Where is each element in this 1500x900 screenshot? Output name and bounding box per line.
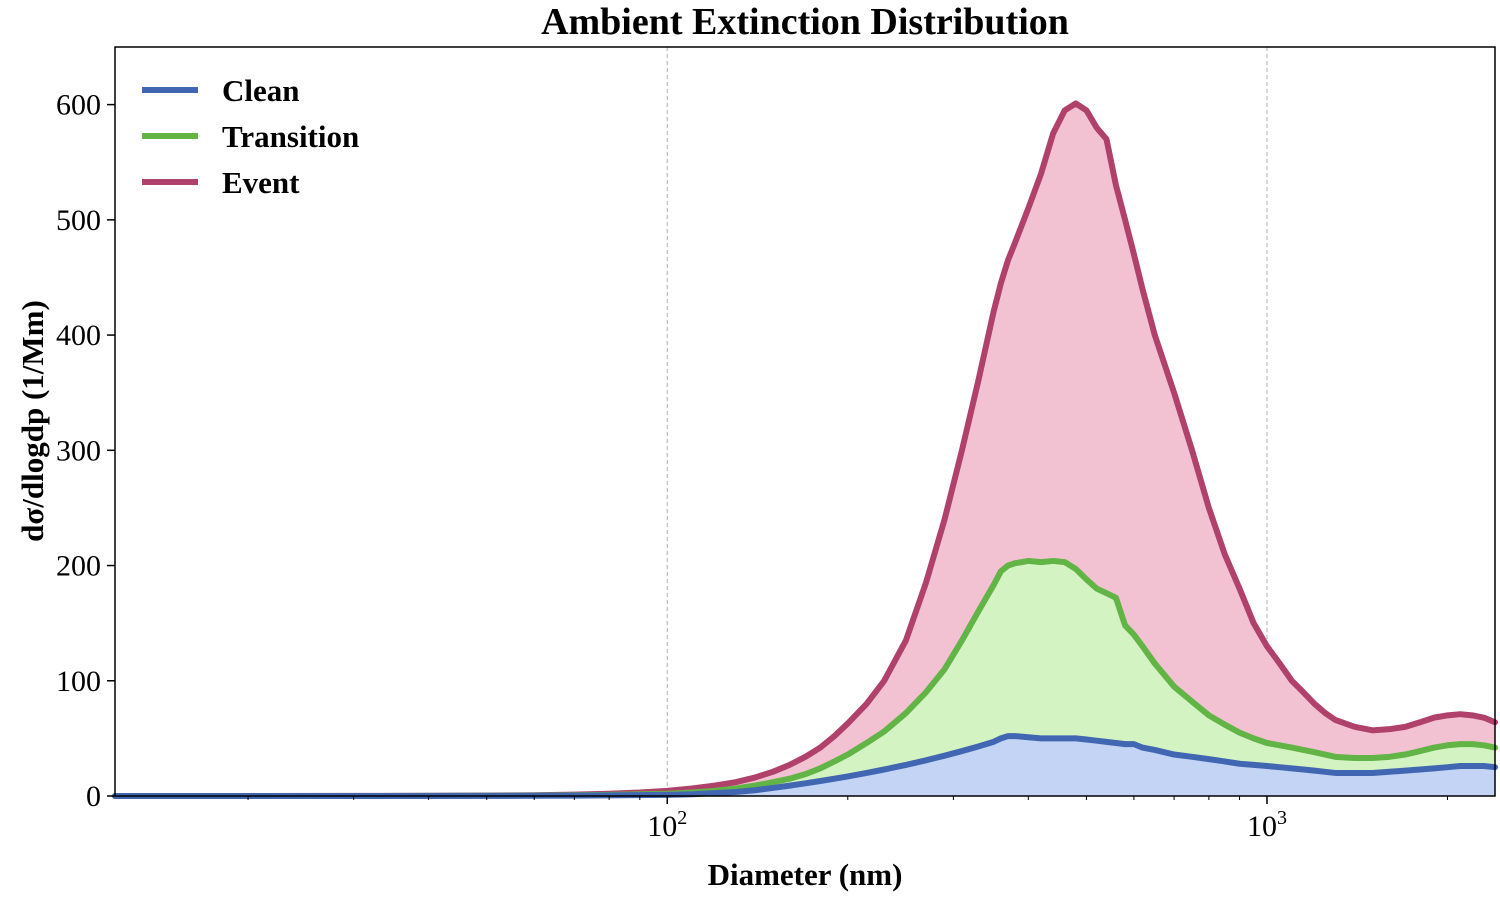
y-tick-label: 200 (56, 550, 101, 583)
y-tick-label: 600 (56, 89, 101, 122)
y-axis-label: dσ/dlogdp (1/Mm) (15, 300, 50, 542)
legend: Clean Transition Event (142, 73, 359, 200)
series-area-event (115, 103, 1495, 796)
plot-frame (114, 46, 1496, 797)
chart-title: Ambient Extinction Distribution (541, 1, 1069, 43)
series-line-event (112, 100, 1498, 799)
series-line-clean (112, 733, 1498, 799)
x-axis-label: Diameter (nm) (708, 857, 903, 892)
series-area-transition (115, 560, 1495, 796)
legend-label-transition: Transition (222, 119, 359, 154)
y-tick-label: 400 (56, 319, 101, 352)
y-tick-label: 0 (86, 780, 101, 813)
y-tick-label: 500 (56, 204, 101, 237)
legend-label-event: Event (222, 165, 300, 200)
y-tick-label: 100 (56, 665, 101, 698)
series-line-layer (112, 100, 1498, 799)
tick-layer: 0 100 200 300 400 500 600 102 103 (56, 89, 1449, 843)
y-tick-label: 300 (56, 434, 101, 467)
legend-label-clean: Clean (222, 73, 300, 108)
x-tick-label: 103 (1247, 807, 1287, 843)
series-area-layer (115, 103, 1495, 796)
x-tick-label: 102 (647, 807, 687, 843)
